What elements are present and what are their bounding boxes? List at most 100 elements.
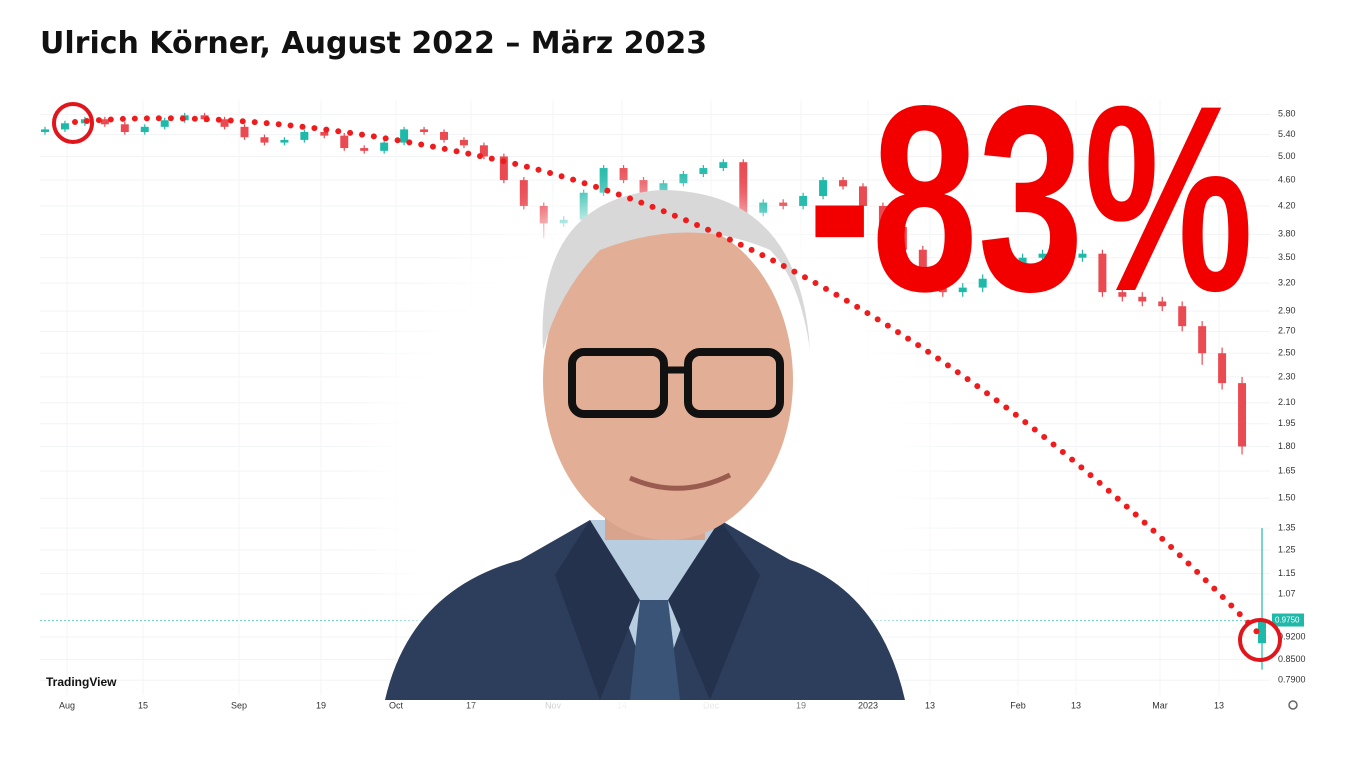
glasses xyxy=(568,348,668,418)
candle-body xyxy=(878,205,887,227)
candle-body xyxy=(839,180,848,187)
candle-body xyxy=(260,137,269,143)
candle-body xyxy=(120,124,129,132)
candle-body xyxy=(440,131,449,140)
candle-body xyxy=(699,168,708,175)
candle-body xyxy=(779,202,788,206)
highlight-circle xyxy=(52,102,94,144)
trend-dots xyxy=(72,115,1265,640)
candle-body xyxy=(400,129,409,143)
candle-body xyxy=(1118,292,1127,297)
candle-body xyxy=(599,168,608,193)
candle-body xyxy=(320,131,329,136)
x-tick-label: Mar xyxy=(1152,700,1168,710)
candle-body xyxy=(1038,253,1047,258)
y-tick-label: 1.80 xyxy=(1278,441,1296,451)
y-tick-label: 1.15 xyxy=(1278,568,1296,578)
candle-body xyxy=(739,162,748,213)
candle-body xyxy=(1238,383,1247,447)
annotation: -83% xyxy=(808,50,1253,346)
candle-body xyxy=(140,126,149,132)
candle-body xyxy=(100,119,109,125)
candle-body xyxy=(1018,257,1027,266)
hair xyxy=(542,190,810,350)
candle-body xyxy=(918,249,927,275)
last-price-label: 0.9750 xyxy=(1275,616,1300,625)
y-tick-label: 1.07 xyxy=(1278,589,1296,599)
y-tick-label: 2.50 xyxy=(1278,348,1296,358)
y-tick-label: 2.10 xyxy=(1278,397,1296,407)
y-tick-label: 4.20 xyxy=(1278,200,1296,210)
candle-body xyxy=(360,148,369,151)
y-tick-label: 5.80 xyxy=(1278,109,1296,119)
candle-body xyxy=(679,174,688,184)
candle-body xyxy=(659,183,668,193)
candle-body xyxy=(858,186,867,206)
candle-body xyxy=(220,119,229,127)
x-tick-label: Feb xyxy=(1010,700,1026,710)
candle-body xyxy=(639,180,648,193)
candle-body xyxy=(240,126,249,138)
x-tick-label: 17 xyxy=(466,700,476,710)
candle-body xyxy=(41,129,49,132)
glasses xyxy=(684,348,784,418)
candle-body xyxy=(1078,253,1087,258)
candle-body xyxy=(380,142,389,151)
candle-body xyxy=(759,202,768,213)
y-tick-label: 5.40 xyxy=(1278,129,1296,139)
y-tick-label: 1.50 xyxy=(1278,493,1296,503)
tie xyxy=(630,600,680,700)
candle-body xyxy=(60,123,69,130)
candle-body xyxy=(938,274,947,293)
candle-body xyxy=(1158,301,1167,307)
y-tick-label: 0.8500 xyxy=(1278,654,1306,664)
candle-body xyxy=(1198,326,1207,354)
candles: 0.9750 xyxy=(40,112,1304,670)
candle-body xyxy=(1178,306,1187,327)
candle-body xyxy=(799,195,808,206)
lapel xyxy=(668,520,760,700)
candle-body xyxy=(1218,353,1227,384)
y-tick-label: 4.60 xyxy=(1278,174,1296,184)
x-tick-label: 19 xyxy=(316,700,326,710)
y-tick-label: 3.20 xyxy=(1278,278,1296,288)
candle-body xyxy=(1138,296,1147,302)
x-tick-label: Sep xyxy=(231,700,247,710)
candle-body xyxy=(978,278,987,288)
y-tick-label: 0.9200 xyxy=(1278,631,1306,641)
candle-body xyxy=(958,287,967,293)
candle-body xyxy=(619,168,628,181)
candle-body xyxy=(519,180,528,206)
watermark: TradingView xyxy=(46,675,117,689)
candle-body xyxy=(499,156,508,181)
x-tick-label: 13 xyxy=(1214,700,1224,710)
y-tick-label: 2.30 xyxy=(1278,371,1296,381)
y-tick-label: 3.50 xyxy=(1278,252,1296,262)
x-tick-label: 13 xyxy=(1071,700,1081,710)
settings-icon[interactable] xyxy=(1288,700,1298,710)
candle-body xyxy=(1258,620,1266,644)
x-tick-label: Aug xyxy=(59,700,75,710)
y-tick-label: 1.25 xyxy=(1278,544,1296,554)
x-tick-label: 13 xyxy=(925,700,935,710)
y-tick-label: 1.95 xyxy=(1278,418,1296,428)
y-tick-label: 0.7900 xyxy=(1278,675,1306,685)
candle-body xyxy=(998,265,1007,279)
y-tick-label: 1.35 xyxy=(1278,523,1296,533)
chart-title: Ulrich Körner, August 2022 – März 2023 xyxy=(40,26,707,61)
candle-body xyxy=(479,145,488,157)
candle-body xyxy=(539,205,548,224)
candle-body xyxy=(719,162,728,169)
candle-body xyxy=(420,129,429,132)
candle-body xyxy=(280,139,289,143)
portrait xyxy=(370,190,930,740)
x-tick-label: 15 xyxy=(138,700,148,710)
candle-body xyxy=(579,192,588,220)
y-tick-label: 2.70 xyxy=(1278,326,1296,336)
lapel xyxy=(555,520,640,700)
last-price-box xyxy=(1272,613,1304,627)
candle-body xyxy=(819,180,828,196)
y-tick-label: 3.80 xyxy=(1278,229,1296,239)
